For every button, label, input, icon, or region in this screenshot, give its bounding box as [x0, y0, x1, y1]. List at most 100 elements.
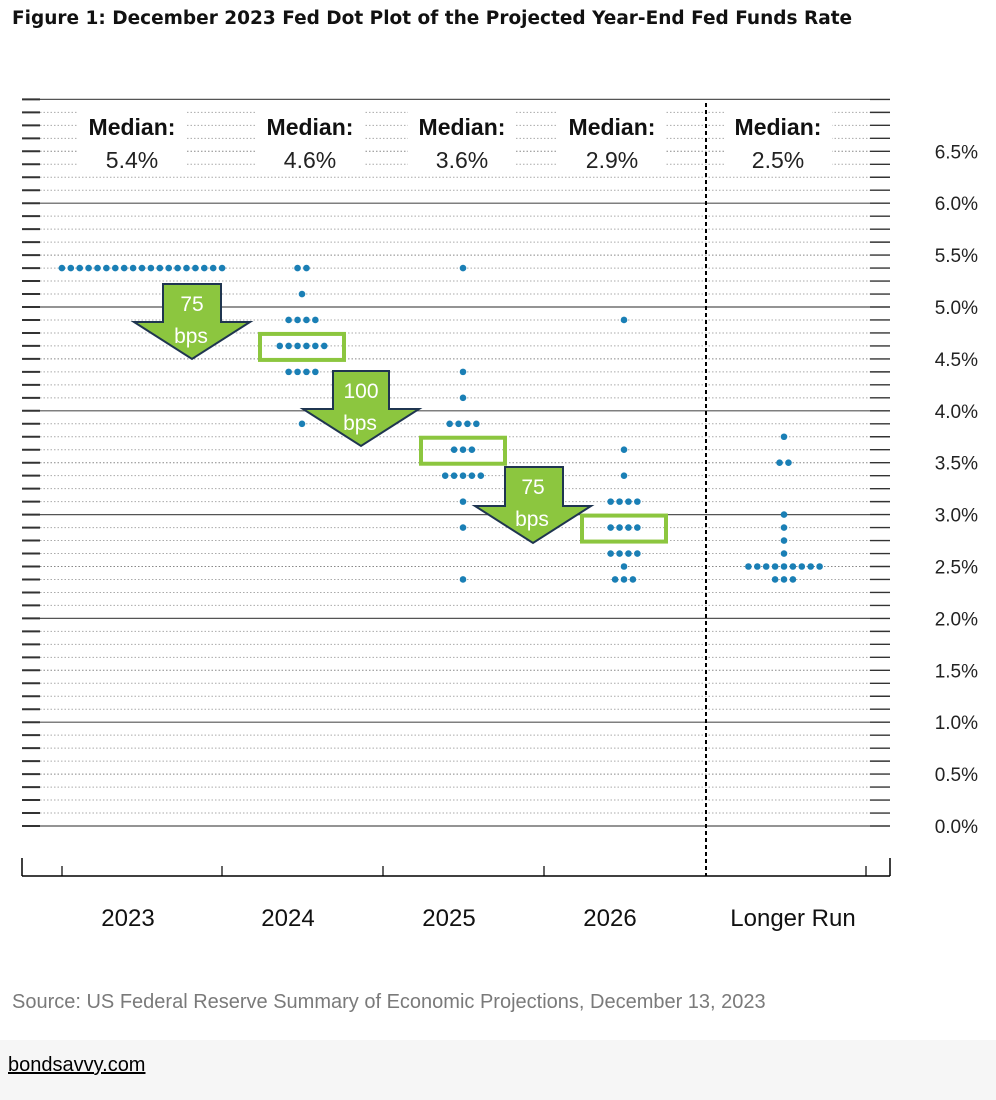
projection-dot: [183, 264, 190, 272]
projection-dots: [58, 264, 823, 583]
projection-dot: [58, 264, 66, 272]
projection-dot: [789, 576, 797, 583]
projection-dot: [776, 459, 783, 467]
projection-dot: [780, 576, 788, 583]
projection-dot: [285, 368, 292, 376]
y-tick-label: 3.5%: [935, 454, 978, 475]
projection-dot: [464, 420, 471, 428]
projection-dot: [303, 264, 310, 272]
source-note: Source: US Federal Reserve Summary of Ec…: [12, 991, 766, 1013]
projection-dot: [785, 459, 792, 467]
median-labels: Median: 5.4% Median: 4.6% Median: 3.6% Median:…: [78, 110, 832, 176]
projection-dot: [76, 264, 83, 272]
projection-dot: [459, 394, 467, 402]
median-value: 5.4%: [106, 147, 158, 173]
projection-dot: [129, 264, 137, 272]
rate-cut-arrow: [299, 370, 423, 448]
projection-dot: [620, 576, 628, 583]
median-label-background: [78, 110, 186, 176]
projection-dot: [607, 498, 614, 505]
rate-cut-number: 75: [180, 293, 203, 316]
median-value: 2.9%: [586, 147, 638, 173]
projection-dot: [459, 498, 467, 505]
projection-dot: [762, 563, 770, 570]
projection-dot: [192, 264, 199, 272]
projection-dot: [320, 342, 328, 350]
rate-cut-unit: bps: [343, 412, 377, 435]
projection-dot: [303, 316, 310, 324]
y-tick-label: 0.5%: [935, 765, 978, 786]
median-label-background: [408, 110, 516, 176]
projection-dot: [780, 550, 788, 557]
projection-dot: [138, 264, 146, 272]
projection-dot: [634, 550, 641, 557]
y-tick-label: 6.5%: [935, 142, 978, 163]
rate-cut-unit: bps: [174, 325, 208, 348]
y-tick-label: 4.0%: [935, 402, 978, 423]
projection-dot: [441, 472, 449, 479]
projection-dot: [174, 264, 181, 272]
y-tick-label: 4.5%: [935, 350, 978, 371]
projection-dot: [201, 264, 208, 272]
median-value: 4.6%: [284, 147, 336, 173]
projection-dot: [459, 446, 467, 454]
projection-dot: [459, 264, 467, 272]
median-heading: Median:: [267, 114, 354, 140]
projection-dot: [607, 524, 614, 531]
y-tick-label: 2.5%: [935, 558, 978, 579]
projection-dot: [298, 420, 306, 428]
projection-dot: [620, 472, 628, 479]
projection-dot: [103, 264, 110, 272]
projection-dot: [218, 264, 226, 272]
projection-dot: [156, 264, 164, 272]
rate-cut-arrow: [130, 283, 254, 361]
x-tick-label: Longer Run: [730, 905, 855, 932]
median-box: [580, 513, 668, 544]
projection-dot: [634, 498, 641, 505]
projection-dot: [285, 316, 292, 324]
projection-dot: [780, 433, 788, 441]
projection-dot: [85, 264, 92, 272]
projection-dot: [459, 524, 467, 531]
projection-dot: [294, 264, 301, 272]
projection-dot: [294, 368, 301, 376]
projection-dot: [816, 563, 823, 570]
projection-dot: [616, 524, 623, 531]
projection-dot: [754, 563, 761, 570]
projection-dot: [209, 264, 217, 272]
projection-dot: [446, 420, 453, 428]
projection-dot: [807, 563, 814, 570]
projection-dot: [459, 368, 467, 376]
median-heading: Median:: [735, 114, 822, 140]
chart-title: Figure 1: December 2023 Fed Dot Plot of …: [12, 8, 853, 29]
projection-dot: [450, 446, 458, 454]
x-tick-label: 2025: [422, 905, 475, 932]
projection-dot: [771, 563, 779, 570]
rate-cut-arrows: 75 bps 100 bps 75 bps: [130, 283, 595, 545]
projection-dot: [771, 576, 779, 583]
projection-dot: [94, 264, 101, 272]
projection-dot: [294, 316, 301, 324]
y-tick-label: 5.0%: [935, 298, 978, 319]
projection-dot: [294, 342, 301, 350]
projection-dot: [616, 498, 623, 505]
projection-dot: [67, 264, 75, 272]
projection-dot: [477, 472, 485, 479]
footer-link[interactable]: bondsavvy.com: [8, 1054, 146, 1076]
median-value: 2.5%: [752, 147, 804, 173]
median-highlight-boxes: [258, 331, 668, 544]
dot-plot-chart: 0.0% 0.5% 1.0% 1.5% 2.0% 2.5% 3.0% 3.5% 4.0% 4.5%…: [21, 98, 978, 932]
y-tick-label: 1.5%: [935, 661, 978, 682]
projection-dot: [468, 472, 476, 479]
y-tick-label: 3.0%: [935, 506, 978, 527]
median-heading: Median:: [569, 114, 656, 140]
projection-dot: [285, 342, 292, 350]
projection-dot: [780, 511, 788, 518]
y-tick-label: 2.0%: [935, 609, 978, 630]
y-tick-label: 5.5%: [935, 246, 978, 267]
projection-dot: [312, 342, 319, 350]
projection-dot: [298, 290, 306, 298]
projection-dot: [616, 550, 623, 557]
projection-dot: [455, 420, 462, 428]
y-tick-label: 0.0%: [935, 817, 978, 838]
